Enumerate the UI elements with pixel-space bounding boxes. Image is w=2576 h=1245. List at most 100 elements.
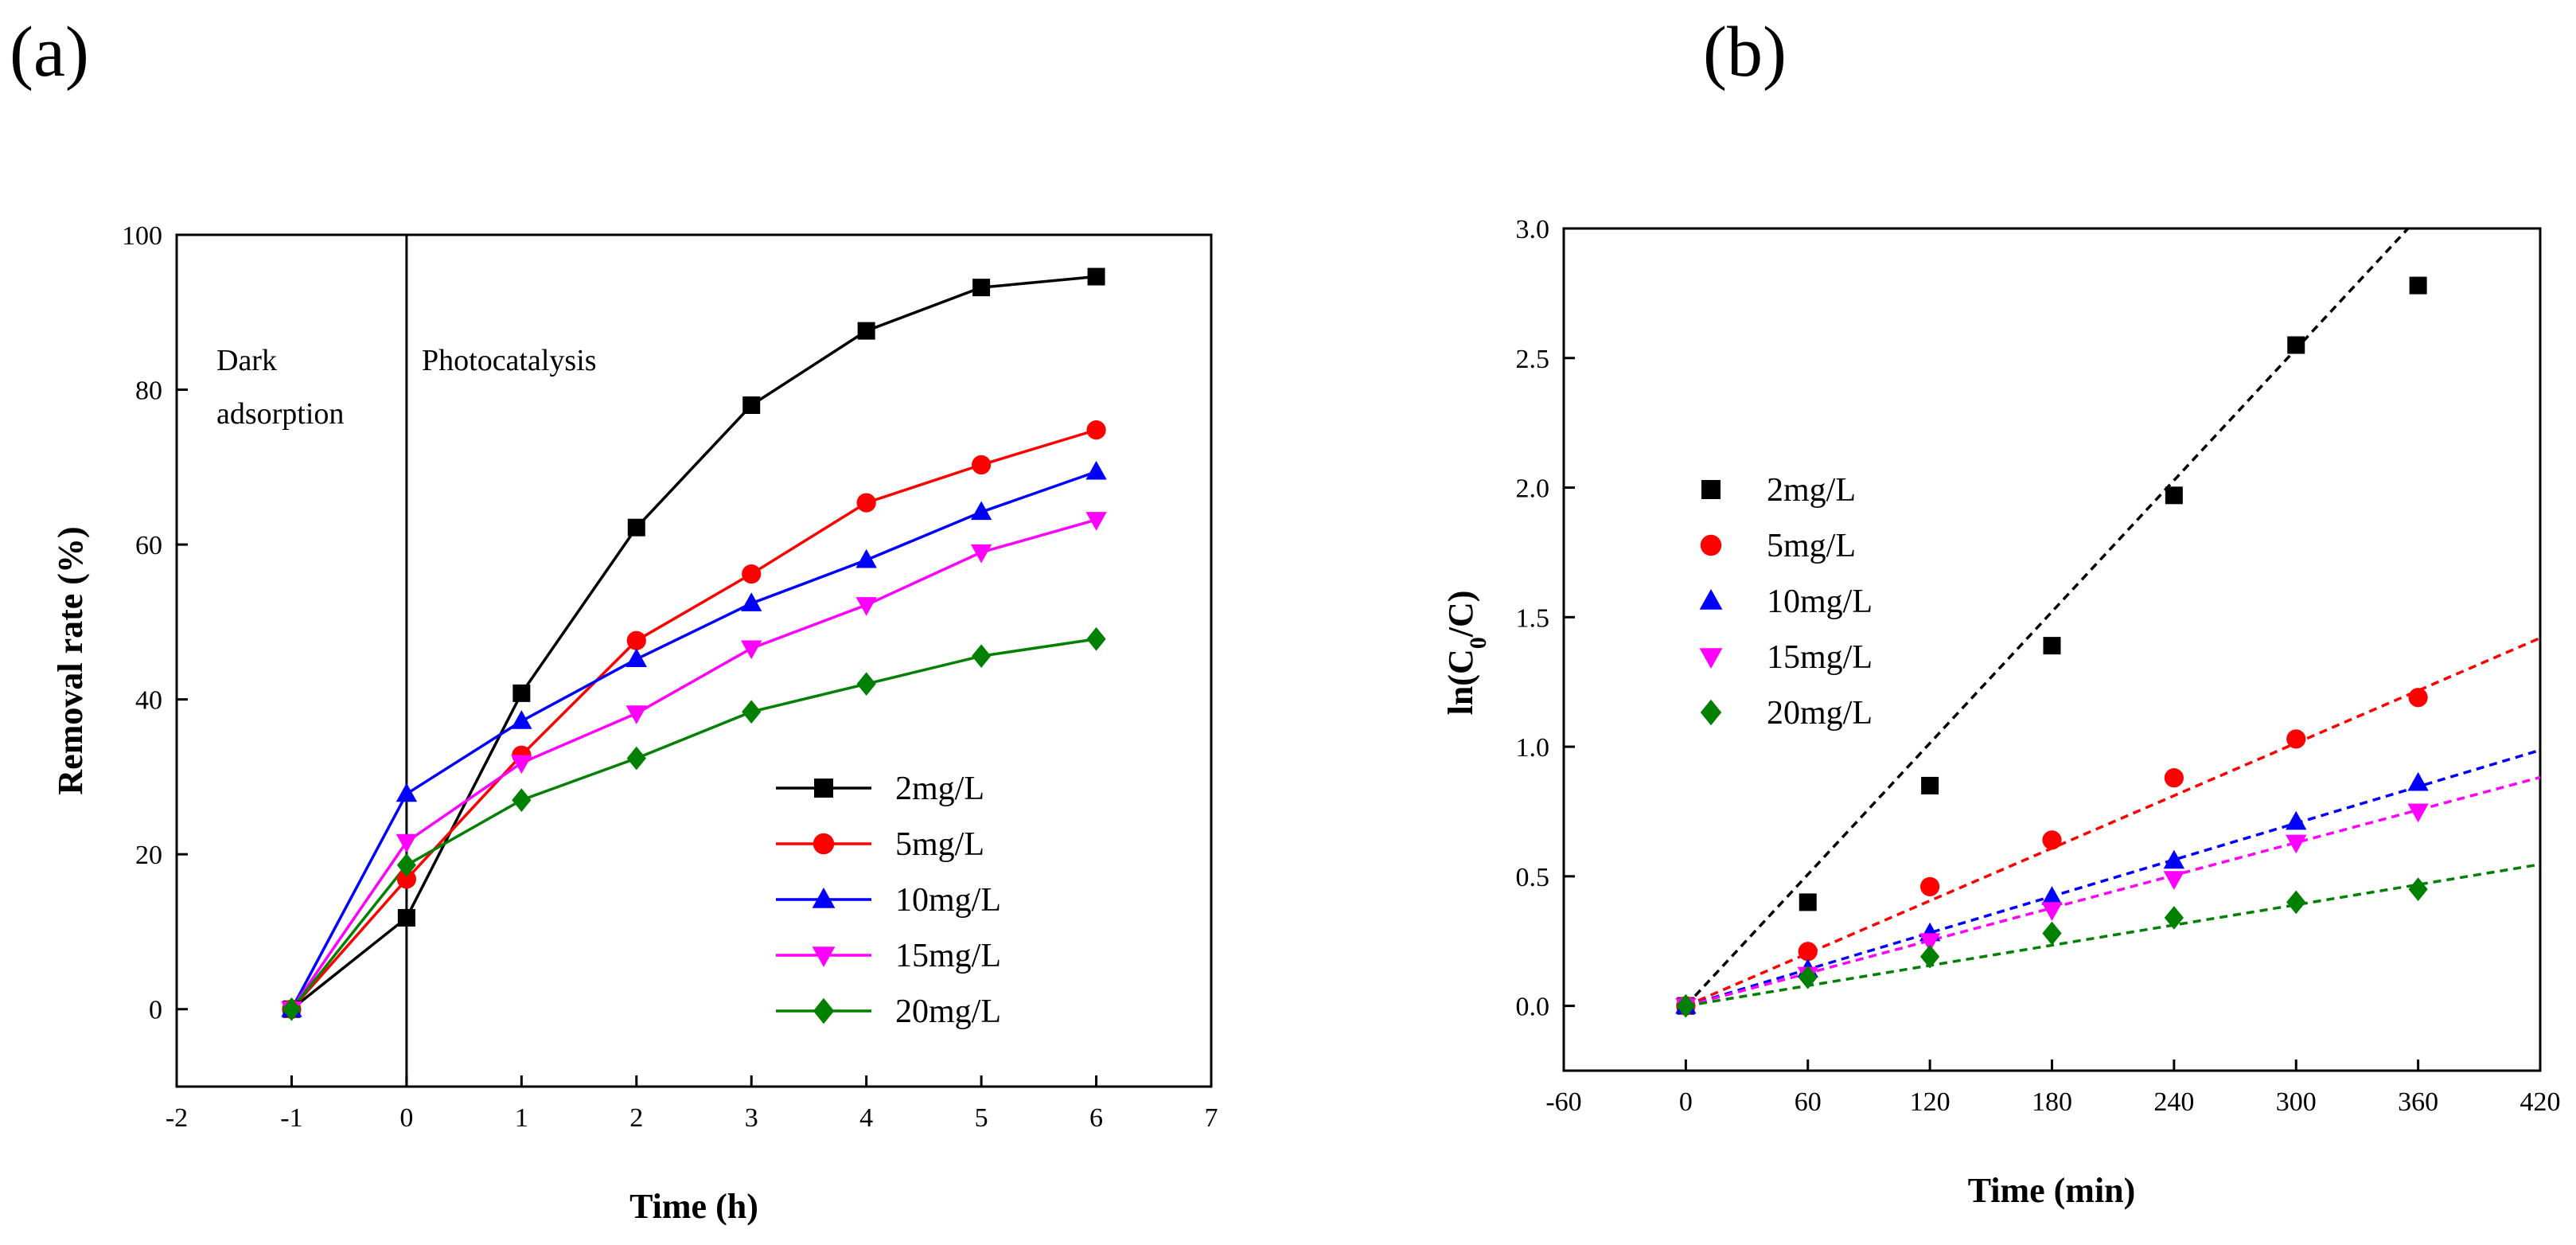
data-point-15mg/L bbox=[970, 544, 992, 564]
legend-label: 5mg/L bbox=[895, 826, 984, 863]
legend-marker bbox=[814, 779, 833, 798]
y-tick-label: 0.5 bbox=[1516, 863, 1550, 892]
legend-label: 20mg/L bbox=[1767, 695, 1873, 732]
legend-label: 15mg/L bbox=[1767, 639, 1873, 676]
y-tick-label: 80 bbox=[135, 377, 162, 406]
x-tick-label: 420 bbox=[2520, 1087, 2561, 1117]
fit-line-5mg/L bbox=[1685, 636, 2540, 1008]
fit-line-20mg/L bbox=[1686, 863, 2540, 1008]
annotation-photocatalysis: Photocatalysis bbox=[422, 344, 597, 377]
data-point-20mg/L bbox=[626, 746, 646, 771]
series-line-20mg/L bbox=[290, 638, 1097, 1010]
x-tick-label: 0 bbox=[399, 1103, 413, 1133]
fit-line-2mg/L bbox=[1685, 228, 2410, 1007]
data-point-20mg/L bbox=[856, 672, 876, 697]
y-tick-label: 0.0 bbox=[1516, 993, 1550, 1022]
series-line-2mg/L bbox=[290, 275, 1097, 1011]
x-tick-label: -1 bbox=[280, 1103, 302, 1133]
x-tick-label: -2 bbox=[166, 1103, 188, 1133]
data-point-5mg/L bbox=[2164, 768, 2184, 788]
data-point-5mg/L bbox=[396, 869, 416, 889]
x-tick-label: 4 bbox=[859, 1103, 873, 1133]
legend-label: 15mg/L bbox=[895, 938, 1001, 974]
panel-b-y-axis-title: ln(C0/C) bbox=[1441, 591, 1491, 716]
data-point-20mg/L bbox=[1798, 965, 1818, 989]
data-point-20mg/L bbox=[1920, 944, 1940, 969]
panel-b-legend: 2mg/L 5mg/L 10mg/L 15mg/L 20mg/L bbox=[1699, 472, 1873, 732]
data-point-2mg/L bbox=[512, 684, 531, 702]
data-point-10mg/L bbox=[625, 648, 647, 667]
data-point-15mg/L bbox=[396, 833, 418, 853]
panel-b-label: (b) bbox=[1703, 13, 1787, 92]
panel-a-y-axis-title: Removal rate (%) bbox=[51, 526, 90, 794]
data-point-2mg/L bbox=[397, 908, 415, 927]
legend-marker bbox=[812, 946, 836, 967]
data-point-5mg/L bbox=[1920, 876, 1940, 896]
y-tick-label: 2.0 bbox=[1516, 474, 1550, 504]
data-point-5mg/L bbox=[972, 455, 992, 475]
legend-label: 10mg/L bbox=[1767, 583, 1873, 620]
data-point-20mg/L bbox=[742, 700, 762, 724]
x-tick-label: -60 bbox=[1545, 1087, 1581, 1117]
legend-marker bbox=[813, 833, 835, 855]
data-point-10mg/L bbox=[396, 783, 418, 802]
y-tick-label: 1.0 bbox=[1516, 733, 1550, 763]
data-point-2mg/L bbox=[1799, 893, 1817, 911]
y-tick-label: 0 bbox=[149, 996, 162, 1025]
legend-marker bbox=[1700, 534, 1722, 556]
data-point-10mg/L bbox=[2407, 771, 2429, 791]
panel-a-chart: -2 -1 0 1 2 3 4 5 6 7 0 20 40 60 80 100 Dark adsorption… bbox=[51, 221, 1218, 1226]
data-point-10mg/L bbox=[2286, 810, 2307, 830]
x-tick-label: 0 bbox=[1679, 1087, 1693, 1117]
y-tick-label: 20 bbox=[135, 841, 162, 870]
panel-a-x-axis-title: Time (h) bbox=[629, 1187, 758, 1226]
data-point-20mg/L bbox=[1086, 626, 1106, 651]
x-tick-label: 2 bbox=[629, 1103, 643, 1133]
data-point-15mg/L bbox=[1085, 512, 1107, 531]
legend-label: 20mg/L bbox=[895, 993, 1001, 1030]
legend-label: 10mg/L bbox=[895, 882, 1001, 919]
panel-a-plot-frame bbox=[175, 233, 1213, 1088]
data-point-20mg/L bbox=[2286, 890, 2306, 915]
data-point-10mg/L bbox=[741, 592, 762, 611]
data-point-2mg/L bbox=[1921, 776, 1939, 794]
data-point-2mg/L bbox=[2165, 486, 2183, 505]
data-point-15mg/L bbox=[2286, 834, 2307, 854]
y-tick-label: 40 bbox=[135, 686, 162, 716]
data-point-5mg/L bbox=[742, 564, 762, 584]
data-point-15mg/L bbox=[741, 640, 762, 660]
legend-marker bbox=[813, 997, 835, 1024]
legend-marker bbox=[1700, 699, 1722, 726]
data-point-15mg/L bbox=[855, 597, 877, 616]
panel-b-chart: -60 0 60 120 180 240 300 360 420 0.0 0.5 1.0 1.5 2.0 2… bbox=[1441, 215, 2561, 1210]
data-point-15mg/L bbox=[625, 705, 647, 724]
data-point-10mg/L bbox=[1085, 460, 1107, 480]
data-point-5mg/L bbox=[2042, 830, 2062, 850]
data-point-10mg/L bbox=[2041, 886, 2063, 905]
x-tick-label: 6 bbox=[1089, 1103, 1103, 1133]
legend-label: 2mg/L bbox=[895, 771, 984, 807]
annotation-adsorption: adsorption bbox=[216, 397, 344, 431]
data-point-15mg/L bbox=[2163, 871, 2185, 890]
legend-label: 5mg/L bbox=[1767, 528, 1856, 564]
annotation-dark: Dark bbox=[216, 344, 277, 377]
x-tick-label: 180 bbox=[2032, 1087, 2072, 1117]
data-point-5mg/L bbox=[1086, 420, 1106, 440]
panel-a-legend: 2mg/L 5mg/L 10mg/L 15mg/L 20mg/L bbox=[776, 771, 1001, 1030]
y-tick-label: 60 bbox=[135, 531, 162, 560]
data-point-10mg/L bbox=[2163, 849, 2185, 869]
data-point-5mg/L bbox=[2286, 729, 2306, 749]
data-point-2mg/L bbox=[972, 279, 991, 297]
data-point-20mg/L bbox=[282, 997, 302, 1021]
x-tick-label: 5 bbox=[975, 1103, 988, 1133]
data-point-2mg/L bbox=[742, 396, 761, 414]
series-line-15mg/L bbox=[290, 518, 1097, 1010]
data-point-15mg/L bbox=[2041, 902, 2063, 921]
x-tick-label: 240 bbox=[2153, 1087, 2194, 1117]
data-point-10mg/L bbox=[511, 710, 532, 729]
y-tick-label: 2.5 bbox=[1516, 345, 1550, 374]
legend-label: 2mg/L bbox=[1767, 472, 1856, 509]
legend-marker bbox=[1699, 648, 1723, 669]
data-point-10mg/L bbox=[855, 548, 877, 568]
